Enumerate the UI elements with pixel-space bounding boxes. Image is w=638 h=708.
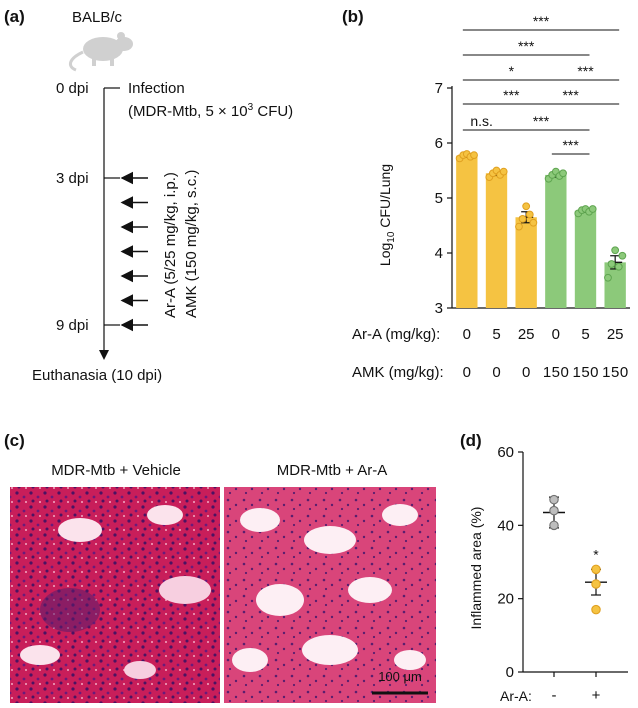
ara-dose-value: 25: [607, 326, 624, 343]
data-point: [549, 520, 559, 531]
data-point: [559, 169, 567, 178]
y-axis-label-inflamed: Inflammed area (%): [468, 507, 484, 630]
significance-label: ***: [518, 38, 535, 54]
x-tick-label: +: [592, 687, 601, 704]
ara-dose-value: 0: [552, 326, 560, 343]
bar: [485, 173, 508, 308]
bar: [574, 210, 597, 308]
data-point: [549, 505, 559, 516]
amk-dose-value: 0: [492, 364, 500, 381]
significance-label: ***: [562, 137, 579, 153]
dose-value-rows: 0 5 25 0 5 250 0 0 150 150 150: [463, 326, 629, 381]
panel-c: (c) MDR-Mtb + Vehicle MDR-Mtb + Ar-A 100…: [4, 431, 436, 703]
dose-arrows: [120, 171, 148, 332]
data-point: [591, 604, 601, 615]
significance-label: ***: [533, 13, 550, 29]
euthanasia-label: Euthanasia (10 dpi): [32, 367, 162, 384]
infection-label: Infection: [128, 80, 185, 97]
bar: [545, 174, 567, 308]
significance-label: *: [509, 63, 515, 79]
histology-title-ara: MDR-Mtb + Ar-A: [277, 462, 387, 479]
bar: [515, 217, 537, 308]
infection-detail: (MDR-Mtb, 5 × 103 CFU): [128, 102, 293, 120]
mouse-strain-label: BALB/c: [72, 9, 123, 26]
data-point: [525, 210, 534, 219]
significance-label: ***: [577, 63, 594, 79]
y-tick-label: 0: [506, 664, 514, 681]
panel-d: (d) Inflammed area (%) 0 20 40 60 - + * Ar-A:: [460, 431, 628, 704]
amk-dose-row-label: AMK (mg/kg):: [352, 364, 444, 381]
amk-dose-value: 150: [573, 364, 599, 381]
ara-dose-value: 25: [518, 326, 535, 343]
data-point: [515, 222, 523, 231]
amk-dose-value: 0: [463, 364, 471, 381]
significance-label: n.s.: [470, 113, 493, 129]
timeline-tick-label: 9 dpi: [56, 317, 89, 334]
x-tick-label: -: [552, 687, 557, 704]
ara-dose-value: 5: [492, 326, 500, 343]
significance-label: ***: [503, 87, 520, 103]
amk-dose-value: 150: [543, 364, 569, 381]
data-point: [604, 273, 612, 282]
y-tick-label: 40: [497, 517, 514, 534]
histology-image-vehicle: [10, 487, 220, 703]
panel-c-label: (c): [4, 431, 25, 450]
panel-a: (a) BALB/c 0 dpi Infection (MDR-Mtb, 5 ×…: [4, 7, 293, 384]
treatment-label-amk: AMK (150 mg/kg, s.c.): [183, 170, 200, 318]
timeline-tick-label: 3 dpi: [56, 170, 89, 187]
y-tick-label: 5: [435, 190, 443, 207]
significance-label: ***: [562, 87, 579, 103]
y-tick-label: 60: [497, 444, 514, 461]
data-point: [611, 246, 620, 255]
significance-label: *: [593, 546, 599, 562]
amk-dose-value: 150: [602, 364, 628, 381]
ara-x-label: Ar-A:: [500, 688, 532, 704]
y-tick-label: 20: [497, 591, 514, 608]
amk-dose-value: 0: [522, 364, 530, 381]
data-point: [591, 564, 601, 575]
data-point: [614, 262, 623, 271]
y-tick-label: 6: [435, 135, 443, 152]
data-point: [522, 202, 531, 211]
scale-bar-label: 100 μm: [378, 669, 422, 684]
histology-title-vehicle: MDR-Mtb + Vehicle: [51, 462, 181, 479]
data-point: [499, 167, 508, 176]
y-axis-label: Log10 CFU/Lung: [377, 164, 397, 266]
ara-dose-value: 0: [463, 326, 471, 343]
ara-dose-value: 5: [581, 326, 589, 343]
y-tick-label: 7: [435, 80, 443, 97]
ara-dose-row-label: Ar-A (mg/kg):: [352, 326, 440, 343]
panel-d-label: (d): [460, 431, 482, 450]
panel-a-label: (a): [4, 7, 25, 26]
data-point: [470, 151, 478, 160]
y-tick-label: 4: [435, 245, 443, 262]
data-point: [518, 215, 527, 223]
scatter-chart-inflamed: 0 20 40 60 - + *: [497, 444, 628, 704]
timeline-tick-label: 0 dpi: [56, 80, 89, 97]
treatment-label-ara: Ar-A (5/25 mg/kg, i.p.): [162, 172, 179, 318]
data-point: [607, 260, 616, 268]
bar: [456, 155, 478, 308]
y-tick-label: 3: [435, 300, 443, 317]
histology-image-ara: [224, 487, 436, 703]
bar: [604, 262, 626, 308]
data-point: [588, 205, 597, 213]
timeline-arrow-icon: [99, 350, 109, 360]
panel-b-label: (b): [342, 7, 364, 26]
data-point: [618, 251, 627, 260]
data-point: [549, 494, 559, 505]
data-point: [591, 579, 601, 589]
mouse-icon: [68, 32, 133, 72]
significance-label: ***: [533, 113, 550, 129]
data-point: [529, 218, 538, 227]
